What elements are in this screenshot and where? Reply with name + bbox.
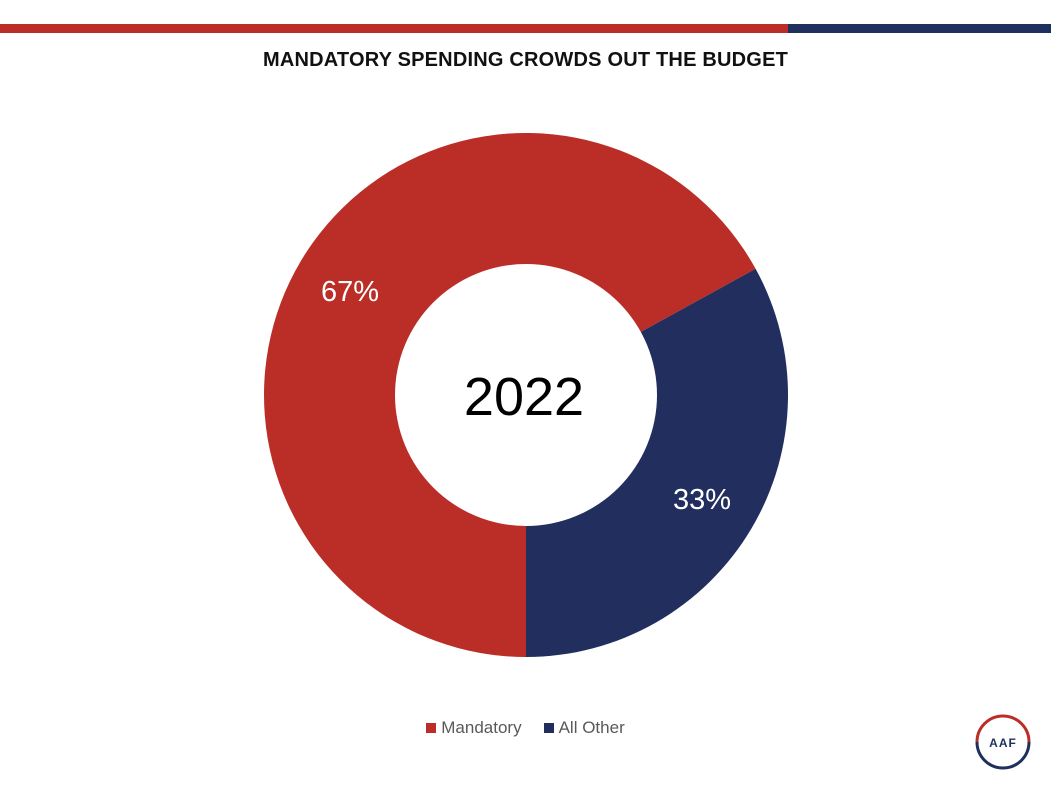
legend-label-mandatory: Mandatory [441,718,522,737]
chart-title: MANDATORY SPENDING CROWDS OUT THE BUDGET [262,49,789,71]
data-label-all-other: 33% [673,484,731,516]
donut-hole [395,264,657,526]
legend-item-all-other: All Other [543,718,625,738]
top-accent-bar-navy [788,24,1051,33]
data-label-mandatory: 67% [321,276,379,308]
center-year-label: 2022 [464,367,584,427]
chart-legend: Mandatory All Other [0,718,1051,738]
aaf-logo: AAF [975,714,1031,770]
logo-arc-navy [975,741,1031,770]
legend-swatch-mandatory [426,723,437,733]
legend-swatch-all-other [543,723,554,733]
logo-arc-red [975,714,1031,743]
top-accent-bar-red [0,24,788,33]
logo-text: AAF [989,736,1017,750]
legend-item-mandatory: Mandatory [426,718,522,738]
legend-label-all-other: All Other [558,718,625,737]
data-labels: 67% 33% [321,276,731,516]
